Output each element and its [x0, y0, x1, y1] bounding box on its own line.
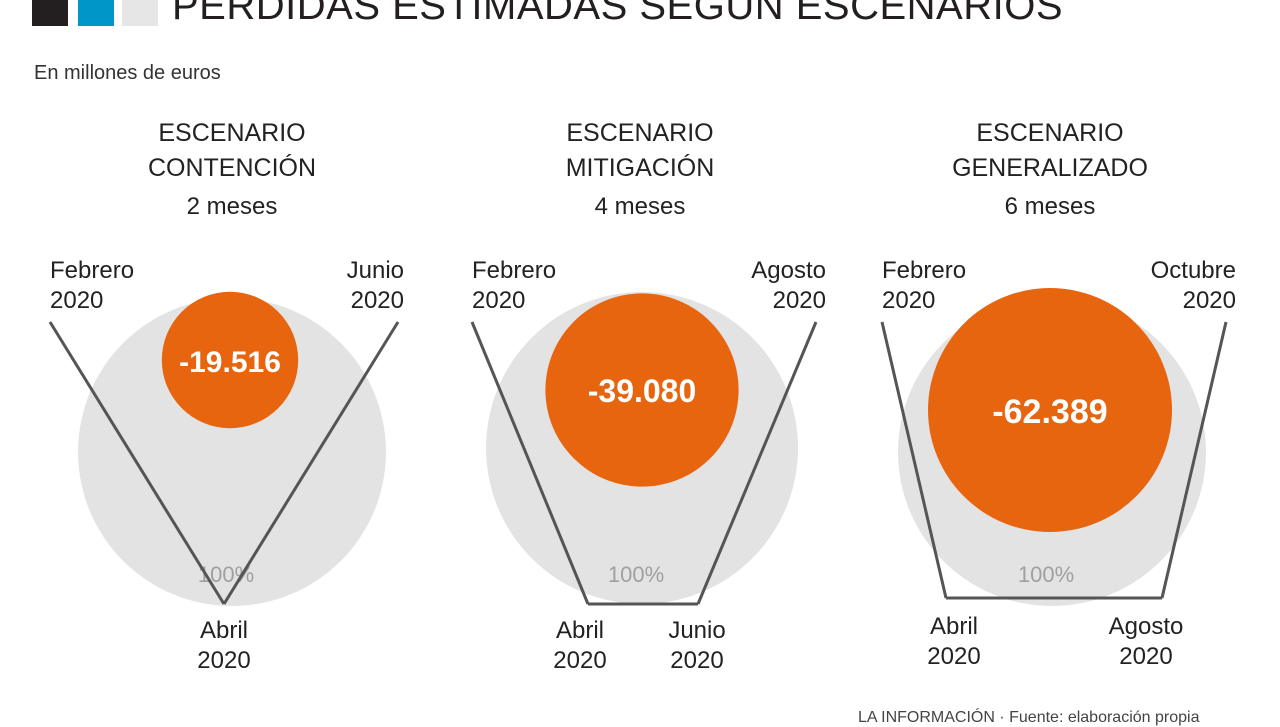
full-loss-circle [78, 298, 386, 606]
reference-percent-label: 100% [608, 562, 664, 587]
end-month-label: Junio [347, 257, 404, 284]
loss-value-label: -19.516 [179, 346, 281, 379]
end-year-label: 2020 [1183, 287, 1236, 314]
start-month-label: Febrero [472, 257, 556, 284]
start-year-label: 2020 [50, 287, 103, 314]
scenario-heading-line2: GENERALIZADO [952, 154, 1148, 182]
scenario-heading-line2: MITIGACIÓN [566, 153, 715, 182]
bottom-month-label: Junio [668, 617, 725, 644]
bottom-year-label: 2020 [670, 647, 723, 674]
scenario-heading-line1: ESCENARIO [566, 119, 713, 147]
source-note: LA INFORMACIÓN · Fuente: elaboración pro… [858, 709, 1200, 726]
start-year-label: 2020 [882, 287, 935, 314]
start-year-label: 2020 [472, 287, 525, 314]
bottom-month-label: Abril [930, 613, 978, 640]
end-month-label: Agosto [751, 257, 826, 284]
scenario-duration: 4 meses [595, 193, 686, 220]
scenario-heading-line1: ESCENARIO [158, 119, 305, 147]
timeline-line-right [696, 321, 818, 605]
timeline-line-right [1160, 321, 1228, 599]
bottom-month-label: Abril [200, 617, 248, 644]
bottom-year-label: 2020 [197, 647, 250, 674]
bottom-month-label: Abril [556, 617, 604, 644]
scenario-heading-line1: ESCENARIO [976, 119, 1123, 147]
end-year-label: 2020 [351, 287, 404, 314]
header-square-blue [78, 0, 114, 26]
bottom-month-label: Agosto [1109, 613, 1184, 640]
loss-bubble [161, 291, 299, 429]
scenario-heading-line2: CONTENCIÓN [148, 153, 316, 182]
chart-subtitle: En millones de euros [34, 62, 221, 84]
loss-bubble [928, 288, 1172, 532]
scenario-duration: 2 meses [187, 193, 278, 220]
timeline-line-left [880, 321, 948, 599]
scenario-duration: 6 meses [1005, 193, 1096, 220]
bottom-year-label: 2020 [553, 647, 606, 674]
start-month-label: Febrero [50, 257, 134, 284]
bottom-year-label: 2020 [1119, 643, 1172, 670]
loss-value-label: -39.080 [588, 373, 697, 409]
end-month-label: Octubre [1151, 257, 1236, 284]
timeline-line-right [222, 321, 400, 605]
loss-value-label: -62.389 [992, 393, 1107, 431]
timeline-line-left [470, 321, 590, 605]
bottom-year-label: 2020 [927, 643, 980, 670]
loss-bubble [545, 293, 739, 487]
chart-title: PÉRDIDAS ESTIMADAS SEGÚN ESCENARIOS [172, 0, 1064, 28]
header-square-dark [32, 0, 68, 26]
end-year-label: 2020 [773, 287, 826, 314]
reference-percent-label: 100% [1018, 562, 1074, 587]
timeline-line-left [48, 321, 226, 605]
start-month-label: Febrero [882, 257, 966, 284]
header-square-light [122, 0, 158, 26]
